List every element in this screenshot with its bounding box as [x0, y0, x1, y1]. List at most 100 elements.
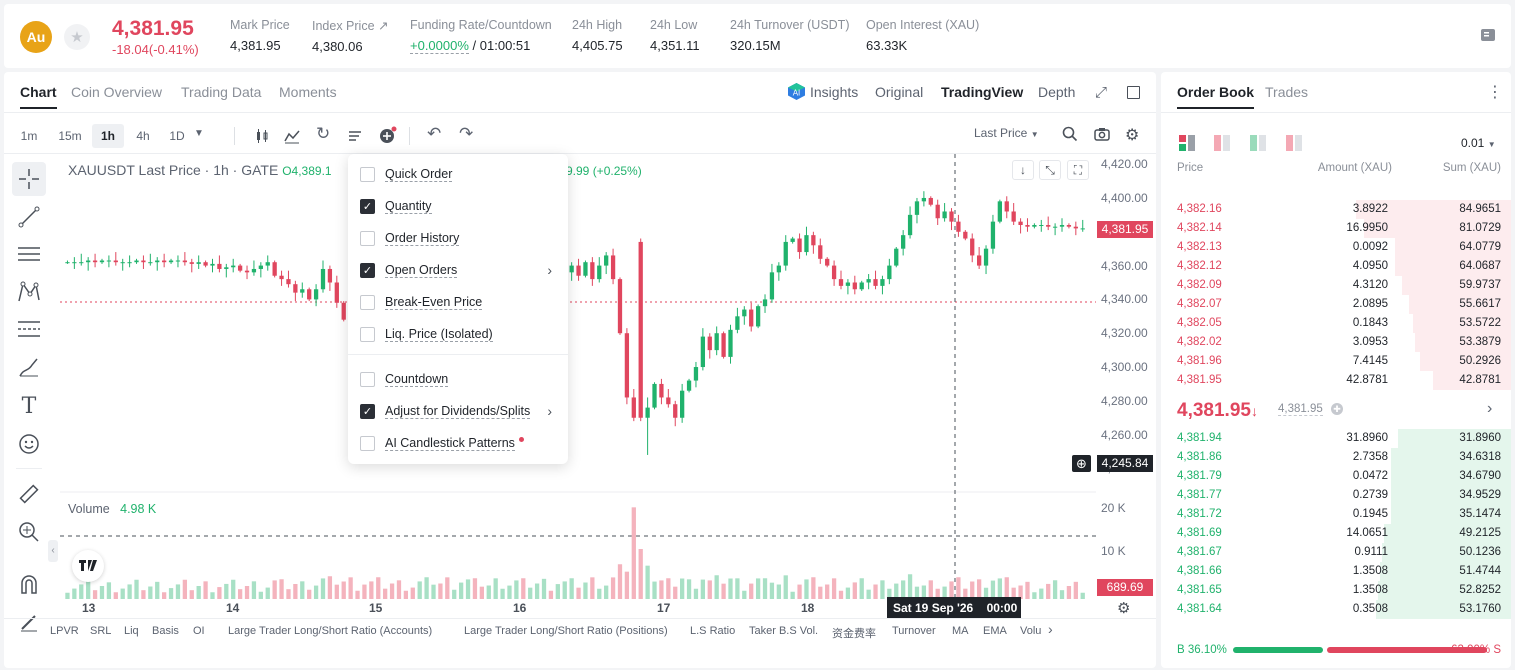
ask-row[interactable]: 4,381.96 7.4145 50.2926	[1161, 352, 1511, 371]
bid-row[interactable]: 4,381.72 0.1945 35.1474	[1161, 505, 1511, 524]
expand-icon[interactable]: ⤢	[1094, 84, 1107, 101]
maximize-icon[interactable]: ⛶	[1067, 160, 1089, 180]
tab-moments[interactable]: Moments	[279, 84, 337, 100]
ask-row[interactable]: 4,382.05 0.1843 53.5722	[1161, 314, 1511, 333]
checkbox[interactable]: ✓	[360, 262, 375, 278]
menu-item-open-orders[interactable]: ✓ Open Orders ›	[360, 258, 560, 282]
bid-row[interactable]: 4,381.64 0.3508 53.1760	[1161, 600, 1511, 619]
add-indicator-icon[interactable]	[379, 126, 397, 144]
checkbox[interactable]	[360, 294, 375, 310]
checkbox[interactable]: ✓	[360, 403, 375, 419]
scroll-right-icon[interactable]: ›	[1048, 621, 1053, 637]
undo-icon[interactable]: ↶	[427, 124, 442, 143]
tab-order-book[interactable]: Order Book	[1177, 84, 1255, 109]
timeframe-dropdown-icon[interactable]: ▼	[194, 128, 204, 139]
chevron-right-icon[interactable]: ›	[1487, 400, 1493, 417]
bid-row[interactable]: 4,381.65 1.3508 52.8252	[1161, 581, 1511, 600]
ask-row[interactable]: 4,381.95 42.8781 42.8781	[1161, 371, 1511, 390]
indicator-12[interactable]: MA	[952, 625, 969, 637]
bid-row[interactable]: 4,381.86 2.7358 34.6318	[1161, 448, 1511, 467]
menu-item-countdown[interactable]: Countdown	[360, 367, 560, 391]
indicator-8[interactable]: L.S Ratio	[690, 625, 736, 637]
horizontal-lines-tool-icon[interactable]	[12, 237, 46, 271]
indicator-2[interactable]: SRL	[90, 625, 112, 637]
refresh-icon[interactable]: ↻	[316, 124, 331, 143]
indicator-11[interactable]: Turnover	[892, 625, 936, 637]
text-tool-icon[interactable]: T	[21, 393, 37, 419]
add-alert-icon[interactable]: ⊕	[1072, 455, 1091, 472]
checkbox[interactable]	[360, 435, 375, 451]
menu-item-liq-price-isolated[interactable]: Liq. Price (Isolated)	[360, 322, 560, 346]
price-chart[interactable]	[60, 154, 1156, 652]
checkbox[interactable]	[360, 230, 375, 246]
ask-row[interactable]: 4,382.14 16.9950 81.0729	[1161, 219, 1511, 238]
chart-settings-icon[interactable]: ⚙	[1117, 600, 1131, 617]
tab-tradingview[interactable]: TradingView	[941, 84, 1024, 100]
indicator-13[interactable]: EMA	[983, 625, 1007, 637]
ruler-tool-icon[interactable]	[12, 477, 46, 511]
timeframe-4h[interactable]: 4h	[136, 129, 150, 143]
ask-row[interactable]: 4,382.12 4.0950 64.0687	[1161, 257, 1511, 276]
collapse-icon[interactable]: ⤡	[1039, 160, 1061, 180]
indicator-5[interactable]: OI	[193, 625, 205, 637]
indicator-14[interactable]: Volu	[1020, 625, 1042, 637]
ask-row[interactable]: 4,382.07 2.0895 55.6617	[1161, 295, 1511, 314]
arrow-down-icon[interactable]: ↓	[1012, 160, 1034, 180]
checkbox[interactable]	[360, 326, 375, 342]
price-type-select[interactable]: Last Price ▼	[974, 126, 1039, 140]
ask-row[interactable]: 4,382.09 4.3120 59.9737	[1161, 276, 1511, 295]
trend-line-tool-icon[interactable]	[12, 200, 46, 234]
ask-row[interactable]: 4,382.16 3.8922 84.9651	[1161, 200, 1511, 219]
layout-icon[interactable]	[347, 128, 363, 149]
bid-row[interactable]: 4,381.69 14.0651 49.2125	[1161, 524, 1511, 543]
tab-coin-overview[interactable]: Coin Overview	[71, 84, 163, 100]
bid-row[interactable]: 4,381.79 0.0472 34.6790	[1161, 467, 1511, 486]
tab-original[interactable]: Original	[875, 84, 924, 100]
settings-gear-icon[interactable]: ⚙	[1125, 127, 1140, 144]
tab-depth[interactable]: Depth	[1038, 84, 1076, 100]
menu-item-order-history[interactable]: Order History	[360, 226, 560, 250]
book-red-view-icon[interactable]	[1286, 135, 1302, 156]
redo-icon[interactable]: ↷	[459, 124, 474, 143]
indicator-10[interactable]: 资金费率	[832, 628, 876, 640]
tab-trades[interactable]: Trades	[1265, 84, 1309, 100]
book-asks-view-icon[interactable]	[1214, 135, 1230, 156]
menu-item-break-even-price[interactable]: Break-Even Price	[360, 290, 560, 314]
tab-trading-data[interactable]: Trading Data	[181, 84, 262, 100]
collapse-toolbar-icon[interactable]: ‹	[48, 540, 58, 562]
emoji-tool-icon[interactable]	[12, 427, 46, 461]
candle-type-icon[interactable]	[254, 128, 270, 149]
bid-row[interactable]: 4,381.67 0.9111 50.1236	[1161, 543, 1511, 562]
precision-select[interactable]: 0.01 ▼	[1461, 136, 1496, 150]
bid-row[interactable]: 4,381.66 1.3508 51.4744	[1161, 562, 1511, 581]
menu-item-adjust-for-dividends-splits[interactable]: ✓ Adjust for Dividends/Splits ›	[360, 399, 560, 423]
indicator-1[interactable]: LPVR	[50, 625, 79, 637]
menu-item-ai-candlestick-patterns[interactable]: AI Candlestick Patterns	[360, 431, 560, 455]
checkbox[interactable]	[360, 371, 375, 387]
crosshair-tool-icon[interactable]	[12, 162, 46, 196]
tab-chart[interactable]: Chart	[20, 84, 57, 109]
book-both-view-icon[interactable]	[1179, 135, 1195, 156]
ask-row[interactable]: 4,382.02 3.0953 53.3879	[1161, 333, 1511, 352]
menu-item-quick-order[interactable]: Quick Order	[360, 162, 560, 186]
checkbox[interactable]	[360, 166, 375, 182]
book-bids-view-icon[interactable]	[1250, 135, 1266, 156]
checkbox[interactable]: ✓	[360, 198, 375, 214]
menu-item-quantity[interactable]: ✓ Quantity	[360, 194, 560, 218]
window-icon[interactable]	[1127, 86, 1140, 99]
zoom-in-icon[interactable]	[12, 515, 46, 549]
indicator-7[interactable]: Large Trader Long/Short Ratio (Positions…	[464, 625, 668, 637]
notebook-icon[interactable]	[1480, 28, 1496, 42]
pencil-lock-icon[interactable]	[12, 605, 46, 639]
favorite-star-icon[interactable]: ★	[64, 24, 90, 50]
camera-icon[interactable]	[1094, 126, 1110, 147]
indicator-9[interactable]: Taker B.S Vol.	[749, 625, 819, 637]
timeframe-1m[interactable]: 1m	[20, 129, 38, 143]
tab-insights[interactable]: Insights	[810, 84, 859, 100]
timeframe-1d[interactable]: 1D	[169, 129, 185, 143]
stat-index-price[interactable]: Index Price ↗ 4,380.06	[312, 18, 388, 54]
tradingview-logo-icon[interactable]	[72, 550, 104, 582]
pattern-tool-icon[interactable]	[12, 275, 46, 309]
brush-tool-icon[interactable]	[12, 350, 46, 384]
ask-row[interactable]: 4,382.13 0.0092 64.0779	[1161, 238, 1511, 257]
